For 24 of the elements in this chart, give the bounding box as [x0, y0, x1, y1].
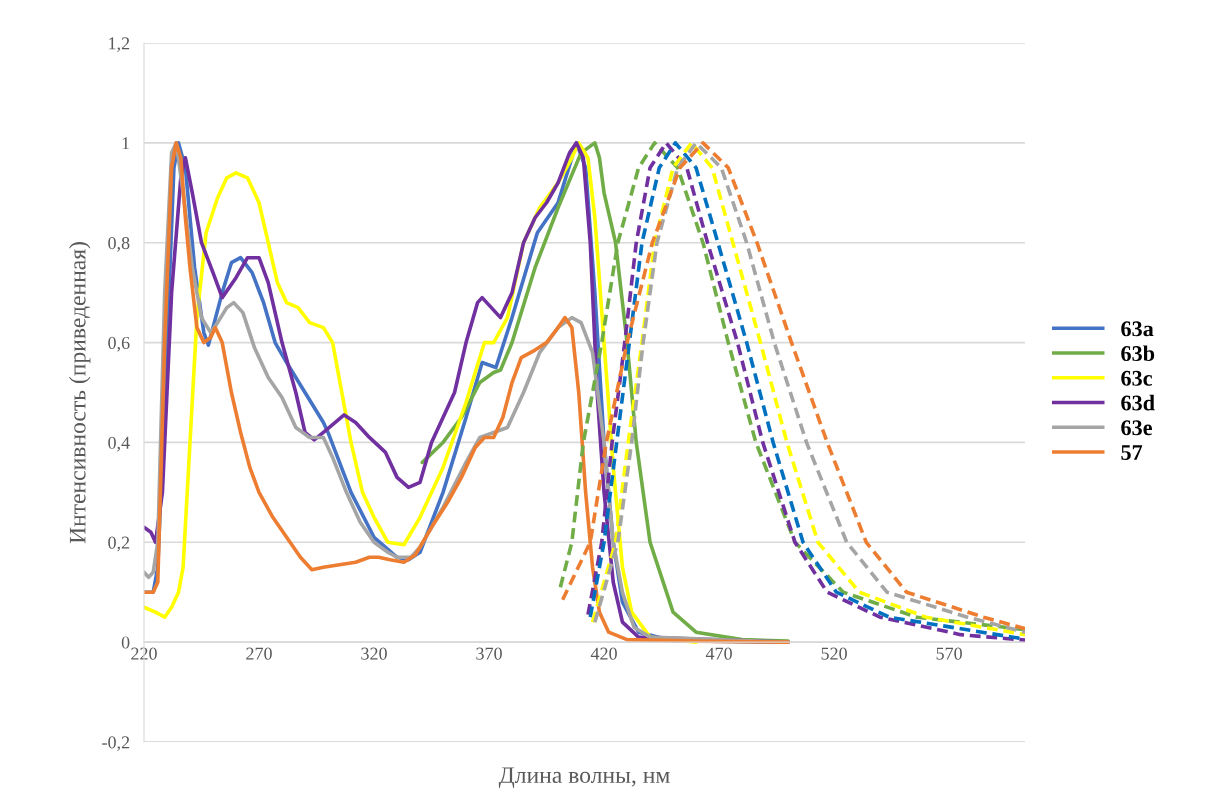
- x-tick-label: 320: [361, 647, 387, 660]
- legend-label: 63b: [1121, 345, 1155, 362]
- x-tick-label: 370: [476, 647, 502, 660]
- y-tick-label: 0,6: [108, 336, 130, 352]
- legend-label: 63e: [1121, 420, 1152, 436]
- y-tick-label: 0: [121, 636, 130, 649]
- y-axis-title: Интенсивность (приведенная): [69, 242, 91, 544]
- legend-label: 63a: [1121, 321, 1154, 337]
- x-tick-label: 520: [821, 647, 847, 660]
- legend-label: 63c: [1121, 370, 1153, 386]
- legend-label: 57: [1121, 445, 1143, 460]
- legend-label: 63d: [1121, 394, 1155, 411]
- x-tick-label: 270: [246, 647, 272, 660]
- x-tick-label: 420: [590, 647, 617, 660]
- y-tick-label: 1: [122, 137, 130, 150]
- x-tick-label: 470: [705, 647, 732, 660]
- x-tick-label: 220: [131, 647, 157, 660]
- y-tick-label: 1,2: [109, 37, 130, 53]
- x-axis-title: Длина волны, нм: [498, 767, 670, 788]
- y-tick-label: -0,2: [102, 736, 130, 752]
- y-tick-label: 0,2: [108, 536, 130, 552]
- y-tick-label: 0,8: [108, 236, 130, 252]
- x-tick-label: 570: [936, 647, 962, 660]
- y-tick-label: 0,4: [108, 436, 130, 452]
